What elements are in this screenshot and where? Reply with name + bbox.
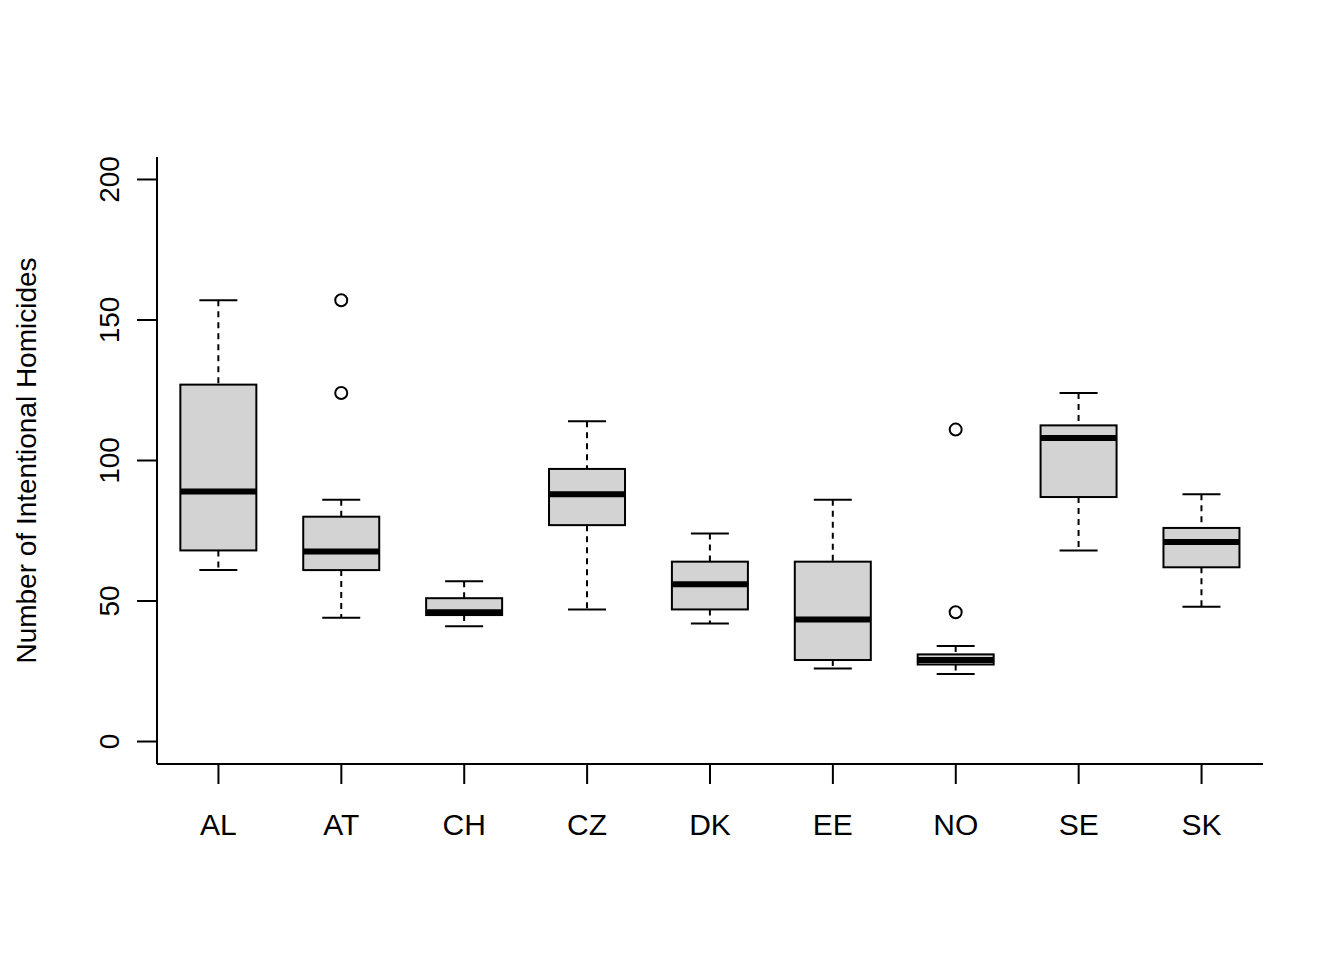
svg-text:200: 200 <box>94 156 125 203</box>
svg-text:150: 150 <box>94 297 125 344</box>
svg-text:SE: SE <box>1059 808 1099 841</box>
svg-text:SK: SK <box>1182 808 1222 841</box>
svg-text:CZ: CZ <box>567 808 607 841</box>
svg-text:AL: AL <box>200 808 237 841</box>
svg-text:NO: NO <box>933 808 978 841</box>
svg-text:0: 0 <box>94 734 125 750</box>
svg-text:Number of Intentional Homicide: Number of Intentional Homicides <box>11 257 42 663</box>
svg-text:50: 50 <box>94 585 125 616</box>
svg-text:AT: AT <box>323 808 359 841</box>
svg-text:100: 100 <box>94 437 125 484</box>
svg-text:EE: EE <box>813 808 853 841</box>
svg-text:CH: CH <box>443 808 486 841</box>
svg-text:DK: DK <box>689 808 731 841</box>
